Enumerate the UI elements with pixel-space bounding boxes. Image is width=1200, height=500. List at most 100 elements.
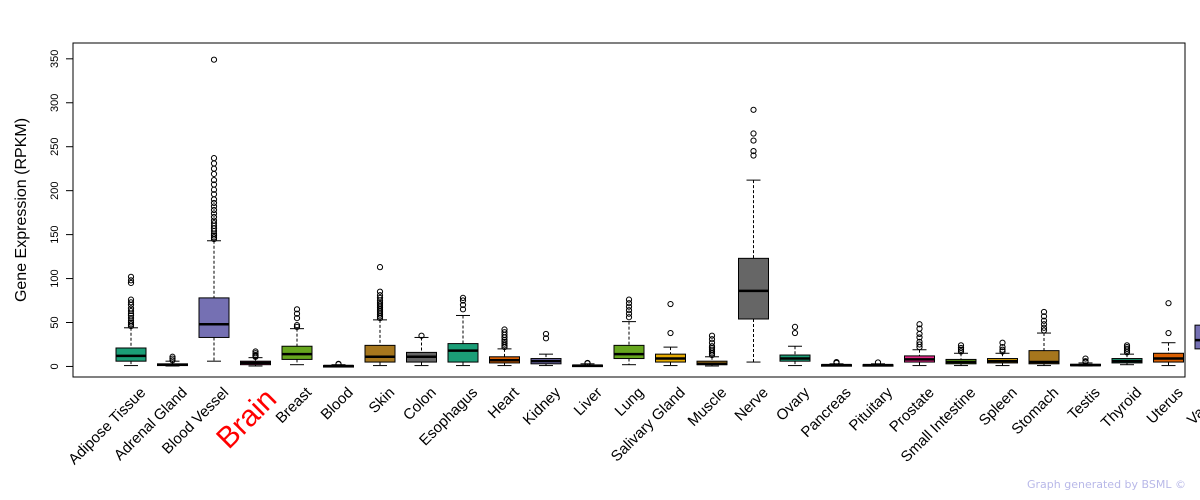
box-nerve bbox=[738, 106, 769, 363]
outlier-point bbox=[127, 321, 135, 328]
box-iqr bbox=[1028, 350, 1060, 365]
outlier-point bbox=[127, 296, 135, 303]
outlier-point bbox=[1040, 313, 1048, 320]
outlier-point bbox=[210, 199, 218, 207]
outlier-point bbox=[169, 355, 176, 362]
outlier-point bbox=[210, 206, 218, 214]
outlier-point bbox=[1040, 321, 1048, 328]
outlier-point bbox=[459, 294, 467, 301]
outlier-point bbox=[625, 300, 633, 307]
box-prostate bbox=[904, 321, 935, 367]
x-tick-label: Nerve bbox=[731, 384, 771, 424]
x-tick-label: Heart bbox=[485, 384, 524, 423]
outlier-point bbox=[210, 210, 218, 217]
box-series bbox=[115, 56, 1200, 368]
box-iqr bbox=[613, 344, 645, 360]
outlier-point bbox=[999, 346, 1006, 353]
outlier-point bbox=[708, 336, 716, 343]
x-tick-label: Skin bbox=[366, 384, 399, 417]
outlier-point bbox=[252, 350, 259, 357]
outlier-point bbox=[999, 339, 1006, 346]
box-stomach bbox=[1028, 308, 1060, 367]
outlier-point bbox=[708, 339, 716, 346]
box-lung bbox=[613, 296, 645, 366]
y-tick-label: 150 bbox=[49, 225, 61, 243]
box-iqr bbox=[738, 257, 769, 320]
outlier-point bbox=[127, 312, 135, 319]
outlier-point bbox=[708, 332, 716, 339]
outlier-point bbox=[542, 335, 550, 342]
outlier-point bbox=[501, 338, 508, 345]
x-tick-label: Salivary Gland bbox=[608, 384, 689, 465]
y-axis-title: Gene Expression (RPKM) bbox=[13, 118, 30, 302]
x-tick-label: Uterus bbox=[1143, 384, 1186, 427]
outlier-point bbox=[127, 279, 135, 287]
outlier-point bbox=[1165, 329, 1172, 337]
outlier-point bbox=[1040, 327, 1048, 334]
box-small-intestine bbox=[945, 342, 977, 367]
x-tick-label: Lung bbox=[612, 384, 648, 420]
outlier-point bbox=[957, 348, 965, 355]
outlier-point bbox=[957, 344, 965, 352]
box-colon bbox=[406, 332, 437, 367]
box-brain bbox=[240, 348, 271, 367]
outlier-point bbox=[293, 306, 301, 313]
outlier-point bbox=[1082, 358, 1089, 365]
outlier-point bbox=[459, 301, 467, 309]
box-iqr bbox=[281, 345, 313, 360]
outlier-point bbox=[625, 296, 633, 303]
box-blood bbox=[323, 360, 354, 368]
outlier-point bbox=[708, 343, 716, 350]
outlier-point bbox=[625, 314, 633, 321]
y-axis-ticks: 0 50 100 150 200 250 300 350 bbox=[49, 50, 73, 370]
outlier-point bbox=[210, 177, 218, 184]
x-tick-label: Colon bbox=[400, 384, 440, 424]
outlier-point bbox=[1040, 324, 1048, 331]
box-esophagus bbox=[447, 294, 479, 367]
outlier-point bbox=[293, 310, 301, 317]
box-thyroid bbox=[1111, 342, 1143, 366]
box-iqr bbox=[447, 343, 479, 363]
outlier-point bbox=[210, 220, 218, 227]
outlier-point bbox=[210, 181, 218, 188]
outlier-point bbox=[210, 196, 218, 203]
outlier-point bbox=[501, 329, 508, 336]
outlier-point bbox=[750, 130, 757, 137]
outlier-point bbox=[542, 330, 550, 338]
outlier-point bbox=[210, 165, 218, 172]
x-tick-label: Thyroid bbox=[1098, 384, 1145, 431]
outlier-point bbox=[957, 346, 965, 353]
box-iqr bbox=[364, 344, 396, 363]
y-tick-label: 350 bbox=[49, 50, 61, 68]
outlier-point bbox=[750, 137, 757, 144]
y-tick-label: 0 bbox=[49, 363, 61, 369]
x-tick-label: Adrenal Gland bbox=[111, 384, 191, 464]
outlier-point bbox=[210, 56, 218, 63]
outlier-point bbox=[916, 334, 923, 341]
y-tick-label: 250 bbox=[49, 138, 61, 156]
outlier-point bbox=[376, 292, 384, 299]
outlier-point bbox=[625, 307, 633, 314]
outlier-point bbox=[501, 340, 508, 347]
outlier-point bbox=[127, 319, 135, 326]
outlier-point bbox=[916, 330, 923, 338]
outlier-point bbox=[667, 329, 674, 337]
box-adrenal-gland bbox=[157, 353, 188, 367]
outlier-point bbox=[127, 273, 135, 280]
outlier-point bbox=[584, 359, 591, 367]
box-iqr bbox=[198, 297, 230, 338]
x-tick-label: Testis bbox=[1065, 384, 1104, 423]
outlier-point bbox=[916, 325, 923, 332]
outlier-point bbox=[501, 326, 508, 333]
outlier-point bbox=[1123, 342, 1131, 349]
box-muscle bbox=[696, 332, 728, 367]
outlier-point bbox=[293, 315, 301, 322]
outlier-point bbox=[750, 106, 757, 113]
outlier-point bbox=[916, 338, 923, 345]
box-salivary-gland bbox=[655, 300, 686, 367]
outlier-point bbox=[210, 155, 218, 162]
outlier-point bbox=[750, 148, 757, 155]
outlier-point bbox=[459, 306, 467, 313]
